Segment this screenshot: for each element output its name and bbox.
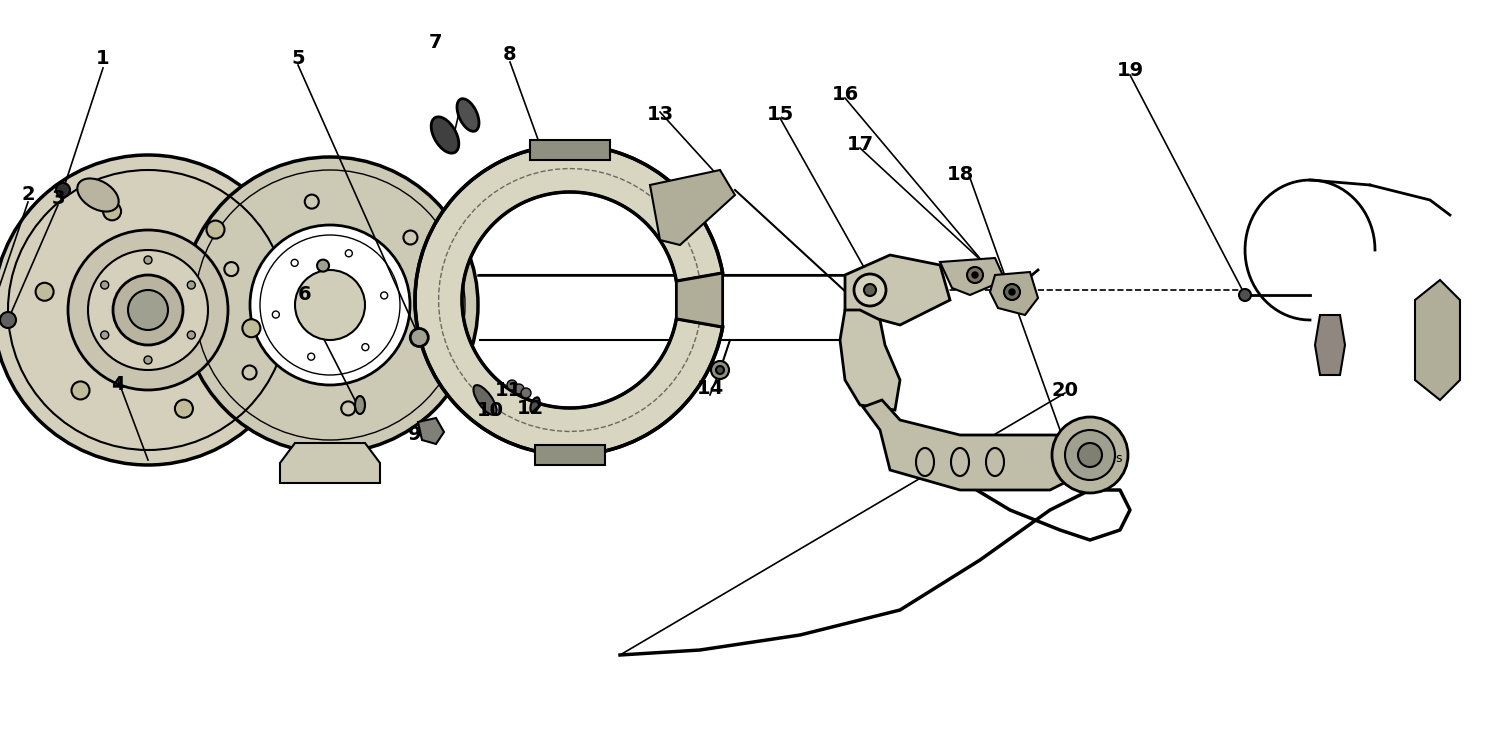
Circle shape — [72, 382, 90, 400]
Circle shape — [864, 284, 876, 296]
Circle shape — [340, 401, 356, 416]
Circle shape — [68, 230, 228, 390]
Text: 8: 8 — [503, 46, 518, 64]
Circle shape — [144, 356, 152, 364]
Circle shape — [112, 275, 183, 345]
Circle shape — [853, 274, 886, 306]
Text: 6: 6 — [298, 286, 312, 304]
Text: 11: 11 — [495, 380, 522, 400]
Text: 1: 1 — [96, 49, 109, 68]
Circle shape — [345, 250, 352, 256]
Polygon shape — [844, 255, 950, 325]
Circle shape — [411, 328, 429, 346]
Ellipse shape — [356, 396, 364, 414]
Text: 19: 19 — [1116, 61, 1143, 80]
Circle shape — [968, 267, 982, 283]
Circle shape — [296, 270, 364, 340]
Circle shape — [144, 256, 152, 264]
Text: 9: 9 — [408, 425, 422, 445]
Text: 16: 16 — [831, 86, 858, 104]
Ellipse shape — [474, 385, 496, 415]
Polygon shape — [862, 400, 1100, 490]
Circle shape — [1065, 430, 1114, 480]
Circle shape — [304, 194, 320, 208]
Text: 20: 20 — [1052, 380, 1078, 400]
Polygon shape — [536, 445, 604, 465]
Circle shape — [207, 220, 225, 238]
Circle shape — [362, 344, 369, 351]
Text: 12: 12 — [516, 398, 543, 418]
Circle shape — [104, 202, 122, 220]
Circle shape — [1239, 289, 1251, 301]
Polygon shape — [940, 258, 1005, 295]
Circle shape — [56, 183, 70, 197]
Text: 3: 3 — [51, 188, 64, 208]
Circle shape — [308, 353, 315, 360]
Circle shape — [507, 380, 518, 390]
Circle shape — [520, 388, 531, 398]
Circle shape — [316, 260, 328, 272]
Ellipse shape — [78, 178, 118, 212]
Text: 2: 2 — [21, 185, 34, 205]
Polygon shape — [416, 145, 723, 455]
Text: 14: 14 — [696, 379, 723, 398]
Circle shape — [1078, 443, 1102, 467]
Polygon shape — [650, 170, 735, 245]
Circle shape — [188, 281, 195, 289]
Circle shape — [716, 366, 724, 374]
Circle shape — [422, 334, 435, 348]
Text: 18: 18 — [946, 166, 974, 184]
Circle shape — [176, 400, 194, 418]
Circle shape — [225, 262, 238, 276]
Circle shape — [188, 331, 195, 339]
Circle shape — [514, 384, 523, 394]
Text: s: s — [1114, 452, 1122, 465]
Circle shape — [243, 320, 261, 338]
Polygon shape — [280, 443, 380, 483]
Text: 7: 7 — [429, 32, 441, 52]
Polygon shape — [990, 272, 1038, 315]
Polygon shape — [419, 418, 444, 444]
Text: 13: 13 — [646, 106, 674, 124]
Circle shape — [243, 365, 256, 380]
Polygon shape — [1414, 280, 1460, 400]
Text: 10: 10 — [477, 400, 504, 419]
Circle shape — [128, 290, 168, 330]
Circle shape — [100, 281, 108, 289]
Circle shape — [88, 250, 209, 370]
Text: 4: 4 — [111, 376, 125, 394]
Ellipse shape — [531, 398, 540, 412]
Circle shape — [711, 361, 729, 379]
Circle shape — [182, 157, 478, 453]
Polygon shape — [1316, 315, 1346, 375]
Circle shape — [1052, 417, 1128, 493]
Circle shape — [273, 311, 279, 318]
Polygon shape — [530, 140, 610, 160]
Polygon shape — [840, 310, 900, 410]
Circle shape — [0, 155, 303, 465]
Text: 17: 17 — [846, 136, 873, 154]
Circle shape — [291, 260, 298, 266]
Ellipse shape — [430, 117, 459, 153]
Ellipse shape — [458, 99, 478, 131]
Circle shape — [1004, 284, 1020, 300]
Circle shape — [251, 225, 410, 385]
Circle shape — [1010, 289, 1016, 295]
Circle shape — [100, 331, 108, 339]
Text: 5: 5 — [291, 49, 304, 68]
Circle shape — [36, 283, 54, 301]
Text: 15: 15 — [766, 106, 794, 124]
Circle shape — [0, 312, 16, 328]
Polygon shape — [676, 273, 723, 327]
Circle shape — [381, 292, 387, 299]
Circle shape — [972, 272, 978, 278]
Circle shape — [404, 230, 417, 244]
